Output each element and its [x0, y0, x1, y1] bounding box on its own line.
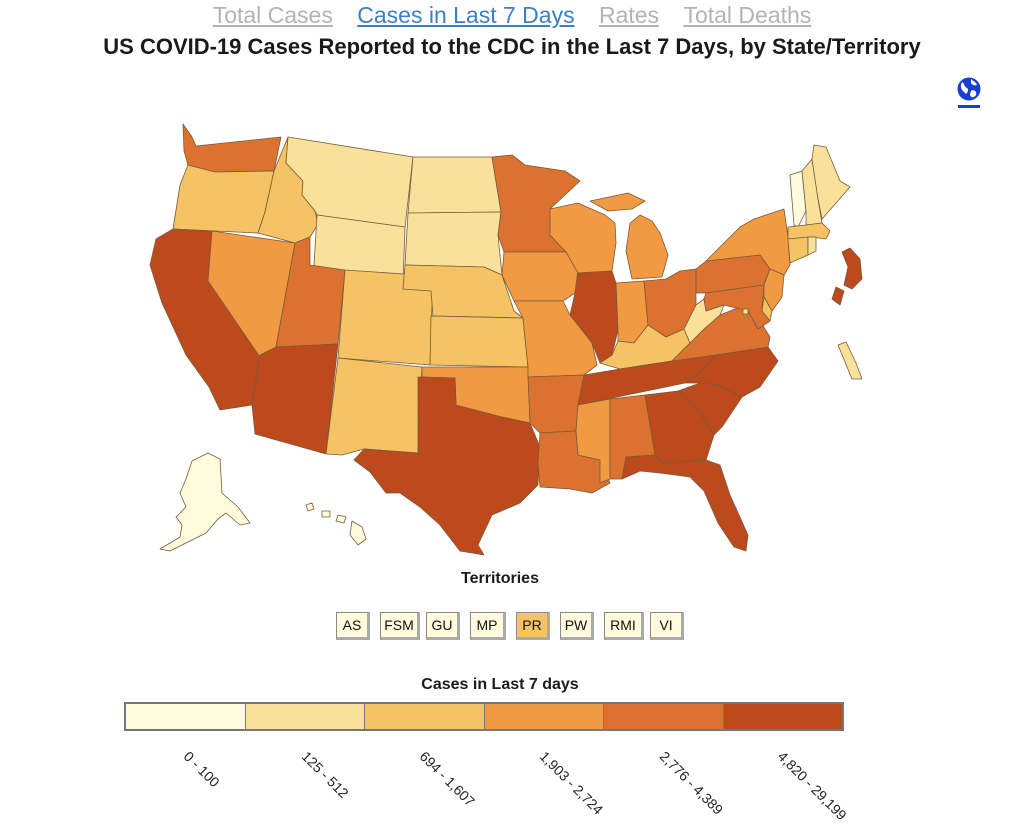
state-wa[interactable] — [182, 123, 282, 173]
legend-label-1: 125 - 512 — [298, 748, 352, 802]
state-az[interactable] — [251, 343, 339, 455]
state-mt[interactable] — [285, 136, 414, 228]
us-map — [149, 123, 863, 556]
legend-title: Cases in Last 7 days — [421, 676, 579, 693]
page-title: US COVID-19 Cases Reported to the CDC in… — [103, 34, 921, 59]
territory-pr-button[interactable]: PR — [516, 612, 550, 640]
state-ct[interactable] — [787, 236, 809, 264]
legend-label-3: 1,903 - 2,724 — [536, 748, 607, 818]
legend-bar — [124, 702, 844, 731]
state-ri[interactable] — [807, 236, 817, 256]
state-or[interactable] — [172, 164, 275, 234]
state-me[interactable] — [811, 144, 851, 220]
legend-swatch-2 — [365, 704, 485, 729]
legend-swatch-5 — [723, 704, 842, 729]
state-nc[interactable] — [684, 346, 779, 398]
state-md[interactable] — [703, 284, 771, 330]
tab-rates[interactable]: Rates — [598, 2, 660, 28]
legend-label-2: 694 - 1,607 — [416, 748, 479, 810]
territory-rmi-button[interactable]: RMI — [604, 612, 644, 640]
state-fl[interactable] — [621, 454, 749, 552]
territory-vi-button[interactable]: VI — [650, 612, 684, 640]
tab-total-deaths[interactable]: Total Deaths — [683, 2, 812, 28]
legend-label-5: 4,820 - 29,199 — [774, 748, 850, 824]
territory-fsm-button[interactable]: FSM — [380, 612, 420, 640]
legend-swatch-3 — [484, 704, 604, 729]
legend-swatch-0 — [126, 704, 246, 729]
territory-pw-button[interactable]: PW — [560, 612, 594, 640]
state-ak[interactable] — [159, 452, 251, 552]
state-mi[interactable] — [589, 192, 669, 280]
tab-cases-last-7-days[interactable]: Cases in Last 7 Days — [357, 2, 575, 28]
state-nd[interactable] — [407, 156, 502, 214]
territory-vi-map[interactable] — [837, 341, 863, 380]
state-wi[interactable] — [549, 202, 617, 274]
tab-total-cases[interactable]: Total Cases — [212, 2, 333, 28]
state-hi[interactable] — [305, 502, 367, 546]
state-nm[interactable] — [325, 357, 423, 456]
state-ar[interactable] — [527, 374, 585, 434]
globe-icon[interactable] — [956, 76, 982, 110]
territory-mp-button[interactable]: MP — [470, 612, 506, 640]
metric-tabs: Total Cases Cases in Last 7 Days Rates T… — [0, 2, 1024, 29]
legend-swatch-4 — [604, 704, 724, 729]
state-ia[interactable] — [501, 251, 579, 302]
state-vt[interactable] — [789, 170, 807, 228]
legend-label-0: 0 - 100 — [180, 748, 223, 791]
territory-buttons: AS FSM GU MP PR PW RMI VI — [336, 612, 684, 640]
territories-title: Territories — [461, 570, 539, 587]
territory-rmi-map[interactable] — [831, 247, 863, 306]
territory-gu-button[interactable]: GU — [426, 612, 460, 640]
state-ks[interactable] — [429, 315, 529, 368]
territory-as-button[interactable]: AS — [336, 612, 370, 640]
state-dc[interactable] — [742, 308, 749, 315]
legend-swatch-1 — [245, 704, 365, 729]
state-tx[interactable] — [353, 376, 541, 556]
state-mo[interactable] — [513, 300, 598, 378]
legend-label-4: 2,776 - 4,389 — [656, 748, 727, 818]
